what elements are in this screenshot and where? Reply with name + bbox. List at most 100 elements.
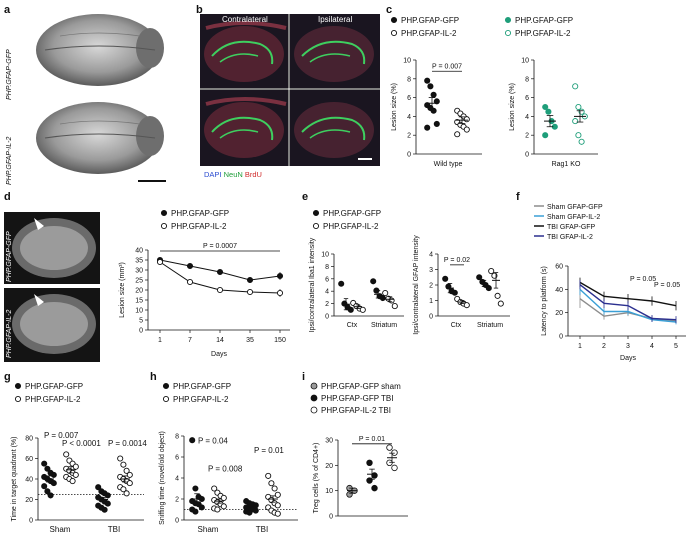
- y-axis-label: Ipsi/contralateral Iba1 intensity: [309, 237, 316, 332]
- legend-label: PHP.GFAP-GFP: [515, 16, 573, 25]
- scale-bar: [138, 180, 166, 182]
- data-point: [246, 276, 254, 284]
- chart-c-wildtype: PHP.GFAP-GFP PHP.GFAP-IL-2 0 2 4 6 8 10 Lesion s…: [390, 16, 482, 168]
- legend-label: TBI GFAP-IL-2: [547, 234, 593, 241]
- y-tick-label: 4: [429, 252, 433, 259]
- data-point: [430, 91, 437, 98]
- data-point: [542, 132, 549, 139]
- data-point: [271, 485, 278, 492]
- y-axis-label: Lesion size (%): [391, 83, 398, 131]
- legend-label: PHP.GFAP-IL-2: [171, 222, 227, 231]
- data-point: [391, 449, 398, 456]
- data-point: [189, 437, 196, 444]
- y-tick-label: 2: [407, 133, 411, 140]
- x-axis-label: Wild type: [434, 161, 463, 168]
- y-axis-label: Lesion size (%): [509, 83, 516, 131]
- data-point: [246, 288, 254, 296]
- panel-label-a: a: [4, 4, 11, 16]
- x-tick-label: 150: [274, 337, 286, 344]
- data-point: [126, 480, 133, 487]
- data-point: [433, 98, 440, 105]
- y-axis-label: Ipsi/contralateral GFAP intensity: [413, 235, 420, 335]
- chart-e-gfap: 0 1 2 3 4 Ipsi/contralateral GFAP intensity Ct…: [413, 235, 510, 335]
- legend-label: PHP.GFAP-GFP: [173, 382, 231, 391]
- p-value-label: P = 0.0014: [108, 439, 147, 448]
- panel-label-e: e: [302, 191, 309, 203]
- y-tick-label: 4: [407, 114, 411, 121]
- x-tick-label: 14: [216, 337, 224, 344]
- y-tick-label: 0: [175, 518, 179, 525]
- label-b-contralateral: Contralateral: [222, 15, 268, 24]
- data-point: [274, 502, 281, 509]
- x-tick-label: TBI: [256, 525, 268, 534]
- histology-gfp-ipsi: [290, 14, 380, 88]
- data-point: [50, 480, 57, 487]
- data-point: [276, 289, 284, 297]
- y-tick-label: 20: [135, 288, 143, 295]
- y-tick-label: 20: [555, 310, 563, 317]
- data-point: [451, 289, 458, 296]
- data-point: [186, 262, 194, 270]
- y-tick-label: 6: [175, 455, 179, 462]
- data-point: [386, 459, 393, 466]
- legend-marker: [14, 395, 22, 403]
- x-tick-label: 4: [650, 343, 654, 350]
- y-tick-label: 25: [135, 278, 143, 285]
- data-point: [120, 461, 127, 468]
- data-point: [41, 460, 48, 467]
- legend-marker: [162, 395, 170, 403]
- data-point: [104, 492, 111, 499]
- data-point: [572, 83, 579, 90]
- data-point: [192, 508, 199, 515]
- y-tick-label: 40: [555, 287, 563, 294]
- x-tick-label: Striatum: [477, 322, 503, 329]
- data-point: [366, 477, 373, 484]
- legend-marker: [504, 29, 512, 37]
- data-point: [427, 83, 434, 90]
- chart-d-lesion: PHP.GFAP-GFP PHP.GFAP-IL-2 0 5 10 15 20 25 30 35 4…: [119, 209, 290, 358]
- data-point: [47, 492, 54, 499]
- label-b-ipsilateral: Ipsilateral: [318, 15, 353, 24]
- data-point: [117, 455, 124, 462]
- data-point: [265, 472, 272, 479]
- chart-h-sniffing: PHP.GFAP-GFP PHP.GFAP-IL-2 0 2 4 6 8 Sniffing t…: [159, 382, 298, 534]
- data-point: [476, 274, 483, 281]
- y-tick-label: 2: [325, 301, 329, 308]
- panel-b-images: [200, 14, 380, 166]
- data-point: [120, 486, 127, 493]
- data-point: [371, 472, 378, 479]
- data-point: [192, 485, 199, 492]
- data-point: [463, 126, 470, 133]
- data-point: [220, 494, 227, 501]
- y-tick-label: 10: [325, 488, 333, 495]
- y-tick-label: 30: [325, 438, 333, 445]
- stain-neun: NeuN: [223, 170, 243, 179]
- data-point: [454, 131, 461, 138]
- data-point: [379, 294, 386, 302]
- data-point: [347, 306, 354, 313]
- legend-label: PHP.GFAP-GFP TBI: [321, 394, 393, 403]
- y-tick-label: 10: [521, 58, 529, 65]
- y-tick-label: 2: [175, 497, 179, 504]
- legend-label: TBI GFAP-GFP: [547, 224, 596, 231]
- stain-dapi: DAPI: [204, 170, 222, 179]
- data-point: [186, 278, 194, 286]
- y-axis-label: Time in target quadrant (%): [11, 437, 18, 522]
- label-b-stains: DAPI NeuN BrdU: [204, 170, 262, 179]
- data-point: [101, 506, 108, 513]
- y-tick-label: 30: [135, 268, 143, 275]
- data-point: [214, 506, 221, 513]
- x-axis-label: Rag1 KO: [552, 161, 581, 168]
- x-tick-label: Ctx: [347, 322, 358, 329]
- legend-label: PHP.GFAP-IL-2 TBI: [321, 406, 391, 415]
- data-point: [274, 491, 281, 498]
- histology-il2-ipsi: [290, 90, 380, 166]
- p-value-label: P = 0.01: [359, 436, 385, 443]
- brain-photo-il2: [36, 102, 164, 174]
- legend-marker: [162, 382, 170, 390]
- legend-marker: [310, 394, 318, 402]
- data-point: [424, 77, 431, 84]
- x-tick-label: TBI: [108, 525, 120, 534]
- x-tick-label: Ctx: [451, 322, 462, 329]
- data-point: [72, 471, 79, 478]
